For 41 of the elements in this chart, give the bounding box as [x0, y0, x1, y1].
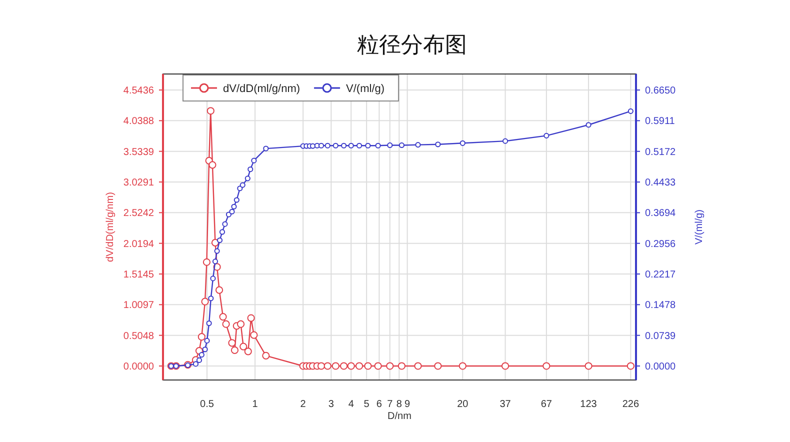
legend-label: dV/dD(ml/g/nm) — [223, 83, 300, 95]
y-tick-label: 1.5145 — [123, 270, 154, 280]
x-tick-label: 67 — [540, 399, 552, 410]
y2-axis-title: V/(ml/g) — [694, 210, 705, 244]
x-tick-label: 20 — [457, 399, 469, 410]
chart-title: 粒径分布图 — [357, 32, 467, 57]
y-axis-title: dV/dD(ml/g/nm) — [105, 192, 116, 262]
x-tick-label: 226 — [622, 399, 640, 410]
y2-tick-label: 0.4433 — [645, 178, 676, 189]
y2-tick-label: 0.5172 — [645, 146, 676, 158]
y2-tick-label: 0.5911 — [645, 116, 676, 128]
x-tick-label: 8 — [396, 399, 402, 410]
x-tick-label: 37 — [500, 399, 512, 410]
y2-tick-label: 0.2217 — [645, 270, 676, 280]
y-tick-label: 3.0291 — [123, 177, 154, 188]
y2-tick-label: 0.2956 — [645, 238, 676, 250]
y2-tick-label: 0.1478 — [645, 300, 676, 312]
y2-tick-label: 0.0000 — [645, 362, 676, 373]
y-tick-label: 0.0000 — [123, 362, 154, 372]
y-tick-label: 1.0097 — [123, 300, 154, 312]
x-tick-label: 5 — [364, 399, 370, 410]
y-tick-label: 0.5048 — [123, 330, 154, 342]
x-tick-label: 123 — [580, 399, 598, 410]
x-tick-label: 9 — [404, 399, 411, 410]
x-tick-label: 3 — [328, 399, 334, 410]
x-tick-label: 4 — [348, 399, 354, 410]
y-tick-label: 3.5339 — [123, 146, 154, 158]
x-tick-label: 0.5 — [200, 399, 214, 410]
legend-label: V/(ml/g) — [346, 83, 385, 95]
x-tick-label: 6 — [376, 399, 382, 410]
y-tick-label: 4.0388 — [123, 116, 154, 128]
y2-tick-label: 0.3694 — [645, 208, 676, 220]
x-tick-label: 7 — [387, 399, 394, 410]
x-tick-label: 2 — [300, 399, 306, 410]
y-tick-label: 2.0194 — [123, 238, 154, 250]
x-axis-title: D/nm — [388, 411, 412, 422]
y-tick-label: 2.5242 — [123, 208, 154, 220]
y2-tick-label: 0.6650 — [645, 86, 676, 97]
y-tick-label: 4.5436 — [123, 86, 154, 96]
x-tick-label: 1 — [252, 399, 258, 410]
y2-tick-label: 0.0739 — [645, 330, 676, 342]
